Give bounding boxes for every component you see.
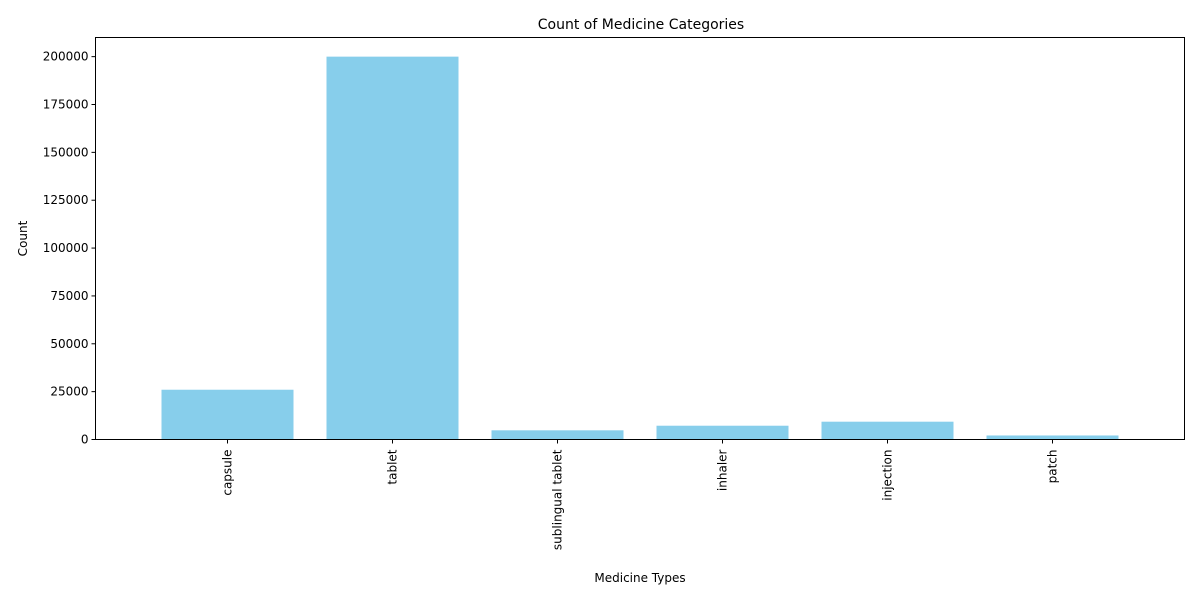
y-tick-label: 0: [81, 433, 89, 447]
y-tick-label: 150000: [43, 145, 89, 159]
bars-group: [161, 56, 1119, 440]
x-axis-label: Medicine Types: [594, 571, 685, 585]
bar-patch: [986, 435, 1119, 440]
x-tick-label: inhaler: [716, 449, 730, 491]
x-tick-label: tablet: [386, 449, 400, 484]
y-axis-ticks: 0 25000 50000 75000 100000 125000 150000 175000…: [43, 50, 96, 447]
y-tick-label: 25000: [50, 385, 88, 399]
y-tick-label: 200000: [43, 50, 89, 64]
y-tick-label: 75000: [50, 289, 88, 303]
x-axis-ticks: capsule tablet sublingual tablet inhaler inj…: [221, 439, 1060, 550]
plot-area-frame: [95, 37, 1185, 440]
bar-tablet: [326, 56, 459, 440]
y-tick-label: 125000: [43, 193, 89, 207]
bar-injection: [821, 421, 954, 440]
x-tick-label: patch: [1046, 450, 1060, 484]
x-tick-label: capsule: [221, 450, 235, 496]
chart-title: Count of Medicine Categories: [538, 17, 744, 33]
y-tick-label: 100000: [43, 241, 89, 255]
x-tick-label: injection: [881, 450, 895, 501]
bar-capsule: [161, 389, 294, 440]
x-tick-label: sublingual tablet: [551, 449, 565, 550]
y-tick-label: 50000: [50, 337, 88, 351]
bar-inhaler: [656, 425, 789, 440]
y-tick-label: 175000: [43, 98, 89, 112]
bar-sublingual-tablet: [491, 430, 624, 440]
y-axis-label: Count: [16, 220, 30, 256]
